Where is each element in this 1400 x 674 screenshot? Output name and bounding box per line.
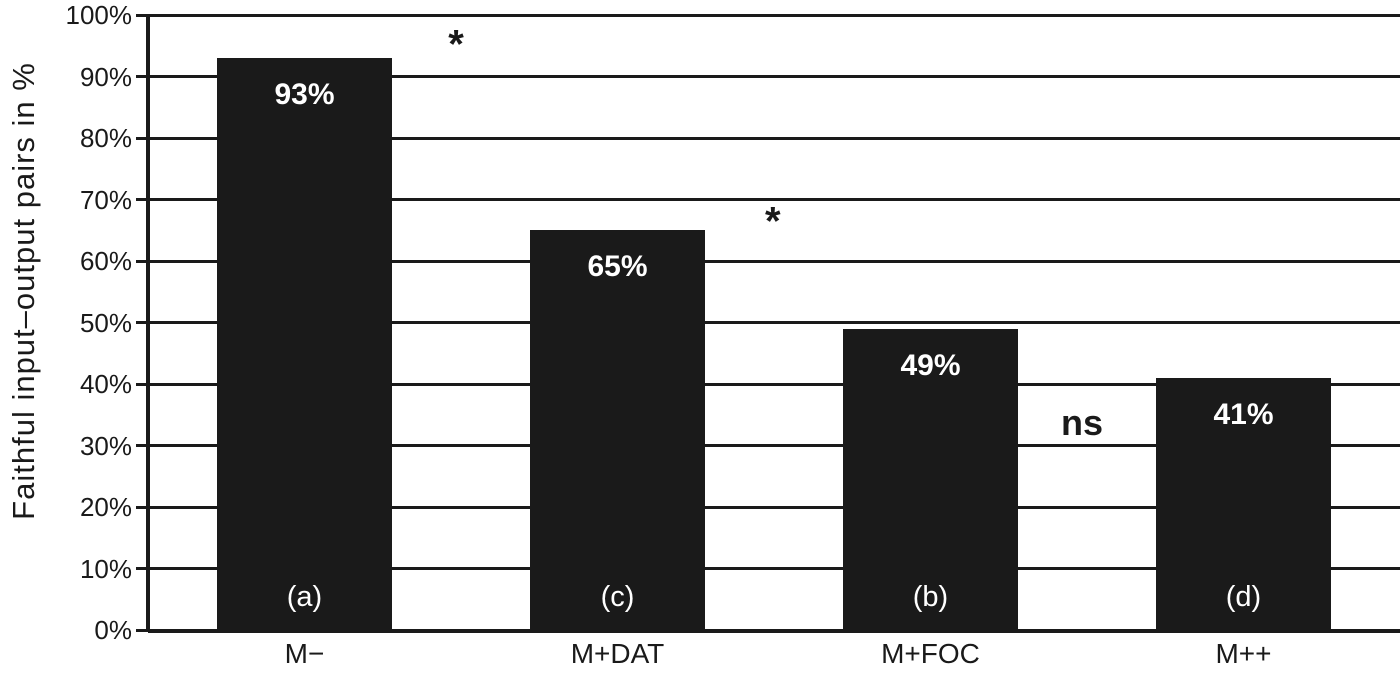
y-tick-mark (136, 505, 148, 509)
y-tick-mark (136, 444, 148, 447)
y-tick-label: 20% (79, 492, 132, 522)
x-tick-label: M++ (1215, 638, 1272, 669)
gridline (148, 136, 1400, 140)
y-tick-label: 30% (79, 430, 132, 461)
gridline (148, 75, 1400, 78)
y-tick-mark (136, 13, 148, 17)
y-tick-mark (136, 628, 148, 632)
bar-sublabel: (d) (1225, 581, 1262, 613)
gridline (148, 382, 1400, 386)
bar-value-label: 93% (274, 78, 335, 112)
significance-marker: * (764, 199, 781, 244)
y-tick-label: 40% (79, 369, 132, 399)
significance-marker: ns (1060, 402, 1103, 444)
y-tick-label: 0% (94, 615, 132, 645)
x-tick-label: M+DAT (570, 638, 665, 669)
gridline (148, 321, 1400, 324)
gridline (148, 444, 1400, 447)
y-tick-mark (136, 198, 148, 201)
y-tick-label: 10% (79, 553, 132, 584)
gridline (148, 567, 1400, 570)
y-tick-label: 70% (79, 184, 132, 215)
significance-marker: * (448, 22, 464, 67)
x-tick-label: M− (284, 638, 325, 669)
y-tick-mark (136, 136, 148, 140)
gridline (148, 13, 1400, 17)
y-tick-label: 100% (65, 0, 133, 30)
y-tick-label: 80% (79, 123, 132, 153)
bar-value-label: 41% (1213, 397, 1274, 431)
gridline (148, 259, 1400, 263)
x-tick-label: M+FOC (881, 638, 980, 669)
plot-area: 93% (a) 65% (c) 49% (b) 41% (d) * * ns (136, 13, 1400, 633)
x-axis-line (148, 628, 1400, 633)
y-tick-mark (136, 382, 148, 386)
bar: 41% (d) (1156, 377, 1331, 630)
y-tick-mark (136, 75, 148, 78)
y-tick-mark (136, 259, 148, 263)
gridline (148, 198, 1400, 201)
bar-sublabel: (c) (600, 581, 635, 613)
y-tick-mark (136, 567, 148, 570)
bar-sublabel: (a) (286, 581, 323, 613)
gridline (148, 505, 1400, 509)
y-tick-mark (136, 321, 148, 324)
bar: 93% (a) (217, 58, 392, 630)
bar: 65% (c) (530, 230, 705, 630)
y-tick-label: 90% (79, 61, 132, 92)
bar: 49% (b) (843, 328, 1018, 630)
bar-value-label: 49% (900, 348, 961, 382)
y-tick-label: 60% (79, 246, 132, 276)
bar-sublabel: (b) (912, 581, 949, 613)
y-axis-line (146, 15, 150, 632)
bar-value-label: 65% (587, 250, 648, 284)
y-tick-label: 50% (79, 307, 132, 338)
